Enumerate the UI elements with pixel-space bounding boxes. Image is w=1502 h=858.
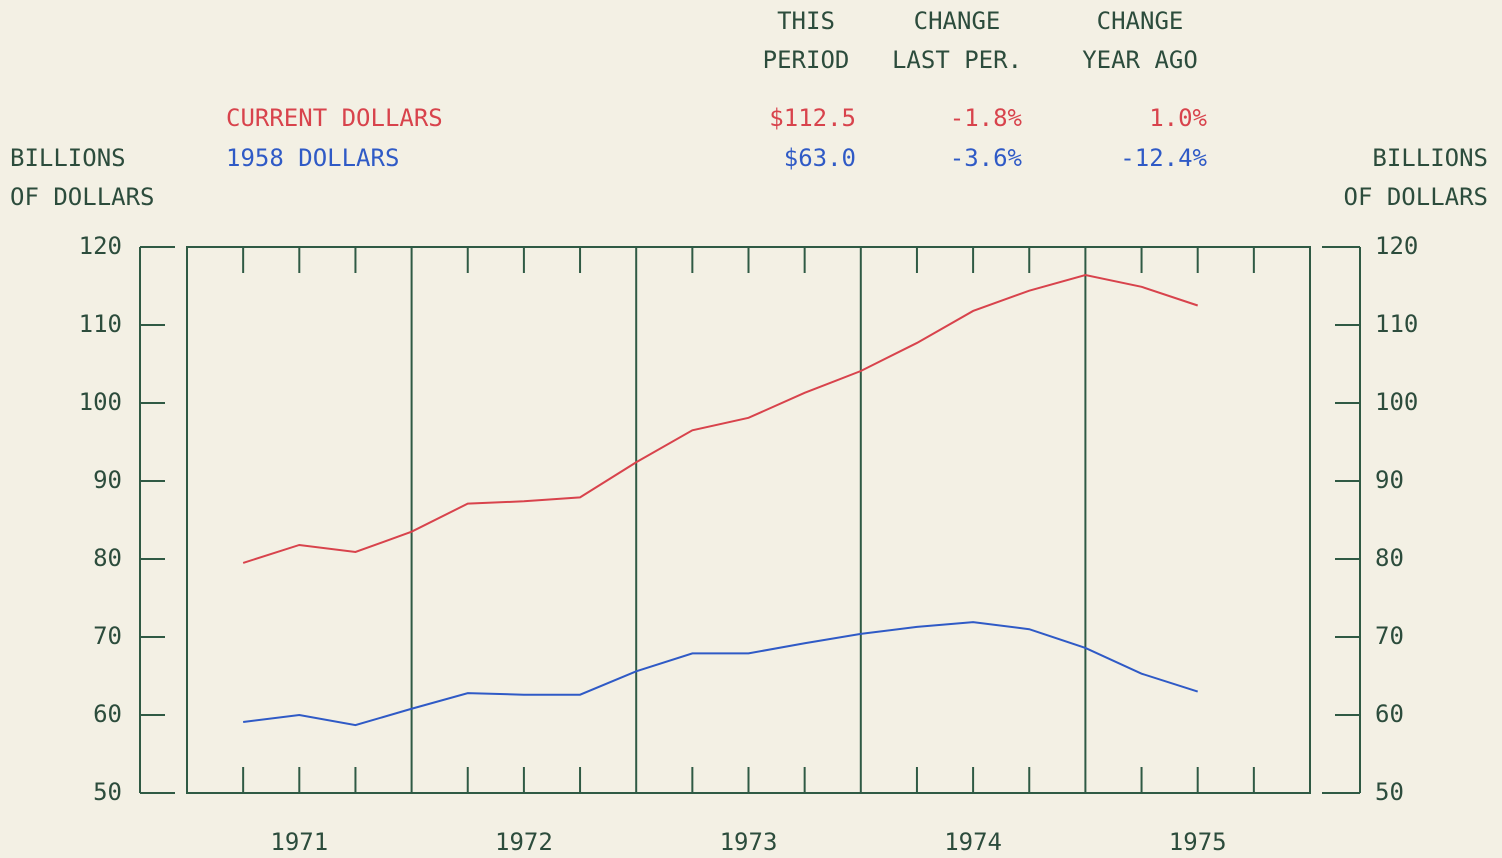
y2-tick-label: 120 <box>1375 232 1418 260</box>
y-tick-label: 90 <box>93 466 122 494</box>
column-header: CHANGE <box>914 7 1001 35</box>
summary-value: $112.5 <box>769 104 856 132</box>
plot-frame <box>186 246 1311 794</box>
y-axis-label: BILLIONS <box>10 144 126 172</box>
y2-tick-label: 50 <box>1375 778 1404 806</box>
series-line <box>243 621 1199 727</box>
column-header: LAST PER. <box>892 46 1022 74</box>
y2-tick-label: 90 <box>1375 466 1404 494</box>
column-header: PERIOD <box>763 46 850 74</box>
summary-value: -3.6% <box>950 144 1023 172</box>
column-header: THIS <box>777 7 835 35</box>
y-tick-label: 100 <box>79 388 122 416</box>
y2-tick-label: 60 <box>1375 700 1404 728</box>
summary-value: -1.8% <box>950 104 1023 132</box>
y-tick-label: 60 <box>93 700 122 728</box>
summary-value: -12.4% <box>1120 144 1207 172</box>
x-tick-label: 1974 <box>944 828 1002 856</box>
y-tick-label: 120 <box>79 232 122 260</box>
y2-axis-label: OF DOLLARS <box>1344 183 1489 211</box>
y-axis-label: OF DOLLARS <box>10 183 155 211</box>
y2-tick-label: 110 <box>1375 310 1418 338</box>
x-tick-label: 1975 <box>1169 828 1227 856</box>
y2-tick-label: 100 <box>1375 388 1418 416</box>
legend-label: CURRENT DOLLARS <box>226 104 443 132</box>
legend-label: 1958 DOLLARS <box>226 144 399 172</box>
x-tick-label: 1971 <box>270 828 328 856</box>
column-header: CHANGE <box>1097 7 1184 35</box>
y-tick-label: 50 <box>93 778 122 806</box>
column-header: YEAR AGO <box>1082 46 1198 74</box>
y2-axis-label: BILLIONS <box>1372 144 1488 172</box>
summary-value: $63.0 <box>784 144 856 172</box>
y-tick-label: 70 <box>93 622 122 650</box>
x-tick-label: 1972 <box>495 828 553 856</box>
series-line <box>242 274 1199 564</box>
y2-tick-label: 70 <box>1375 622 1404 650</box>
y2-tick-label: 80 <box>1375 544 1404 572</box>
y-tick-label: 110 <box>79 310 122 338</box>
x-tick-label: 1973 <box>720 828 778 856</box>
y-tick-label: 80 <box>93 544 122 572</box>
summary-value: 1.0% <box>1149 104 1207 132</box>
